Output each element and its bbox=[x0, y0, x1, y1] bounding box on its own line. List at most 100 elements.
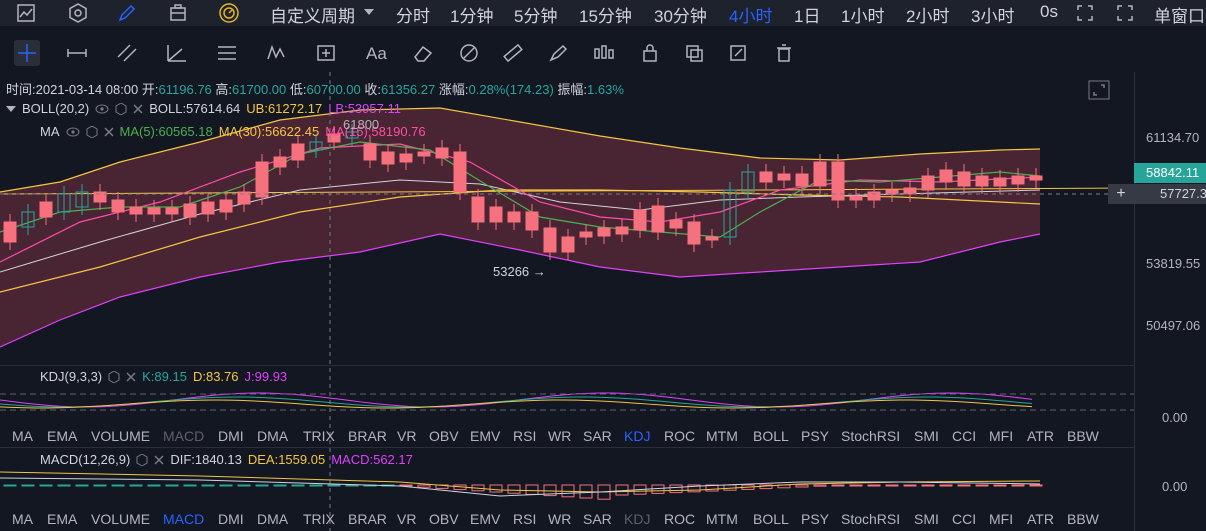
period-4[interactable]: 15分钟 bbox=[579, 7, 632, 26]
kdj-pane-tab-mtm[interactable]: MTM bbox=[706, 428, 738, 444]
close-icon[interactable] bbox=[103, 126, 114, 137]
single-window-button[interactable]: 单窗口 bbox=[1154, 7, 1205, 26]
add-alert-plus-icon[interactable]: + bbox=[1108, 184, 1134, 204]
kdj-pane-tab-vr[interactable]: VR bbox=[397, 428, 417, 444]
price-axis[interactable] bbox=[1134, 72, 1206, 531]
gear-icon[interactable] bbox=[115, 102, 127, 115]
macd-pane-tab-cci[interactable]: CCI bbox=[952, 511, 977, 527]
kdj-pane-tab-wr[interactable]: WR bbox=[548, 428, 572, 444]
period-0[interactable]: 自定义周期 bbox=[270, 7, 355, 26]
gear-icon[interactable] bbox=[86, 125, 98, 138]
kdj-pane-tab-brar[interactable]: BRAR bbox=[348, 428, 387, 444]
kdj-pane-tab-cci[interactable]: CCI bbox=[952, 428, 977, 444]
period-2[interactable]: 1分钟 bbox=[450, 7, 494, 26]
fib-icon[interactable] bbox=[216, 43, 238, 63]
angle-icon[interactable] bbox=[166, 43, 188, 63]
fullscreen-icon[interactable] bbox=[1076, 4, 1094, 22]
kdj-pane-tab-sar[interactable]: SAR bbox=[583, 428, 612, 444]
macd-pane-tab-smi[interactable]: SMI bbox=[914, 511, 939, 527]
gear-icon[interactable] bbox=[136, 453, 148, 466]
kdj-pane-tab-mfi[interactable]: MFI bbox=[989, 428, 1014, 444]
kdj-pane-tab-macd[interactable]: MACD bbox=[163, 428, 205, 444]
pane-divider[interactable] bbox=[0, 447, 1206, 448]
lock-icon[interactable] bbox=[640, 43, 660, 63]
period-7[interactable]: 1日 bbox=[794, 7, 821, 26]
macd-pane-tab-roc[interactable]: ROC bbox=[664, 511, 696, 527]
eraser-icon[interactable] bbox=[412, 43, 434, 63]
expand-icon[interactable] bbox=[1088, 80, 1110, 100]
close-icon[interactable] bbox=[133, 103, 143, 114]
period-10[interactable]: 3小时 bbox=[971, 7, 1015, 26]
wave-icon[interactable] bbox=[266, 43, 290, 63]
copy-icon[interactable] bbox=[684, 43, 704, 63]
kdj-pane-tab-roc[interactable]: ROC bbox=[664, 428, 696, 444]
line-chart-icon[interactable] bbox=[16, 3, 36, 23]
macd-pane-tab-wr[interactable]: WR bbox=[548, 511, 572, 527]
macd-pane-tab-dmi[interactable]: DMI bbox=[218, 511, 244, 527]
macd-pane-tab-volume[interactable]: VOLUME bbox=[91, 511, 151, 527]
macd-pane-tab-dma[interactable]: DMA bbox=[257, 511, 289, 527]
settings-icon[interactable] bbox=[68, 3, 88, 23]
close-icon[interactable] bbox=[154, 454, 164, 465]
candles-icon[interactable] bbox=[592, 43, 616, 63]
macd-pane-tab-mfi[interactable]: MFI bbox=[989, 511, 1014, 527]
kdj-pane-tab-bbw[interactable]: BBW bbox=[1067, 428, 1099, 444]
pane-divider[interactable] bbox=[0, 365, 1206, 366]
eye-icon[interactable] bbox=[66, 127, 80, 137]
kdj-pane-tab-dma[interactable]: DMA bbox=[257, 428, 289, 444]
chevron-down-icon[interactable] bbox=[364, 9, 374, 17]
kdj-pane-tab-kdj[interactable]: KDJ bbox=[624, 428, 651, 444]
kdj-pane-tab-obv[interactable]: OBV bbox=[429, 428, 459, 444]
crosshair-icon[interactable] bbox=[14, 40, 40, 66]
measure-icon[interactable] bbox=[316, 43, 338, 63]
kdj-pane-tab-ma[interactable]: MA bbox=[12, 428, 33, 444]
horizontal-line-icon[interactable] bbox=[66, 44, 88, 62]
macd-pane-tab-brar[interactable]: BRAR bbox=[348, 511, 387, 527]
template-icon[interactable] bbox=[168, 3, 188, 23]
macd-pane-tab-atr[interactable]: ATR bbox=[1027, 511, 1054, 527]
period-5[interactable]: 30分钟 bbox=[654, 7, 707, 26]
brush-icon[interactable] bbox=[548, 43, 570, 63]
macd-pane-tab-trix[interactable]: TRIX bbox=[303, 511, 335, 527]
kdj-pane-tab-dmi[interactable]: DMI bbox=[218, 428, 244, 444]
close-icon[interactable] bbox=[126, 371, 136, 382]
macd-pane-tab-ema[interactable]: EMA bbox=[47, 511, 78, 527]
macd-pane-tab-macd[interactable]: MACD bbox=[163, 511, 205, 527]
edit-icon[interactable] bbox=[728, 43, 748, 63]
parallel-channel-icon[interactable] bbox=[116, 43, 138, 63]
ruler-icon[interactable] bbox=[502, 43, 524, 63]
kdj-pane-tab-trix[interactable]: TRIX bbox=[303, 428, 335, 444]
kdj-pane-tab-emv[interactable]: EMV bbox=[470, 428, 501, 444]
magnet-icon[interactable] bbox=[458, 43, 480, 63]
macd-pane-tab-emv[interactable]: EMV bbox=[470, 511, 501, 527]
price-chart[interactable] bbox=[0, 72, 1134, 531]
macd-pane-tab-mtm[interactable]: MTM bbox=[706, 511, 738, 527]
pencil-icon[interactable] bbox=[117, 3, 137, 23]
macd-pane-tab-stochrsi[interactable]: StochRSI bbox=[841, 511, 901, 527]
kdj-pane-tab-volume[interactable]: VOLUME bbox=[91, 428, 151, 444]
period-6[interactable]: 4小时 bbox=[729, 7, 773, 26]
macd-pane-tab-vr[interactable]: VR bbox=[397, 511, 417, 527]
kdj-pane-tab-atr[interactable]: ATR bbox=[1027, 428, 1054, 444]
text-tool-icon[interactable]: Aa bbox=[366, 44, 387, 63]
macd-pane-tab-sar[interactable]: SAR bbox=[583, 511, 612, 527]
kdj-pane-tab-rsi[interactable]: RSI bbox=[513, 428, 537, 444]
macd-pane-tab-kdj[interactable]: KDJ bbox=[624, 511, 651, 527]
period-9[interactable]: 2小时 bbox=[906, 7, 950, 26]
macd-pane-tab-obv[interactable]: OBV bbox=[429, 511, 459, 527]
period-8[interactable]: 1小时 bbox=[841, 7, 885, 26]
period-1[interactable]: 分时 bbox=[396, 7, 430, 26]
eye-icon[interactable] bbox=[95, 104, 109, 114]
macd-pane-tab-psy[interactable]: PSY bbox=[801, 511, 830, 527]
alert-icon[interactable] bbox=[218, 2, 240, 24]
kdj-pane-tab-boll[interactable]: BOLL bbox=[753, 428, 789, 444]
macd-pane-tab-ma[interactable]: MA bbox=[12, 511, 33, 527]
kdj-pane-tab-smi[interactable]: SMI bbox=[914, 428, 939, 444]
macd-pane-tab-bbw[interactable]: BBW bbox=[1067, 511, 1099, 527]
period-3[interactable]: 5分钟 bbox=[514, 7, 558, 26]
gear-icon[interactable] bbox=[108, 370, 120, 383]
kdj-pane-tab-stochrsi[interactable]: StochRSI bbox=[841, 428, 901, 444]
collapse-icon[interactable] bbox=[6, 104, 16, 114]
macd-pane-tab-rsi[interactable]: RSI bbox=[513, 511, 537, 527]
macd-pane-tab-boll[interactable]: BOLL bbox=[753, 511, 789, 527]
